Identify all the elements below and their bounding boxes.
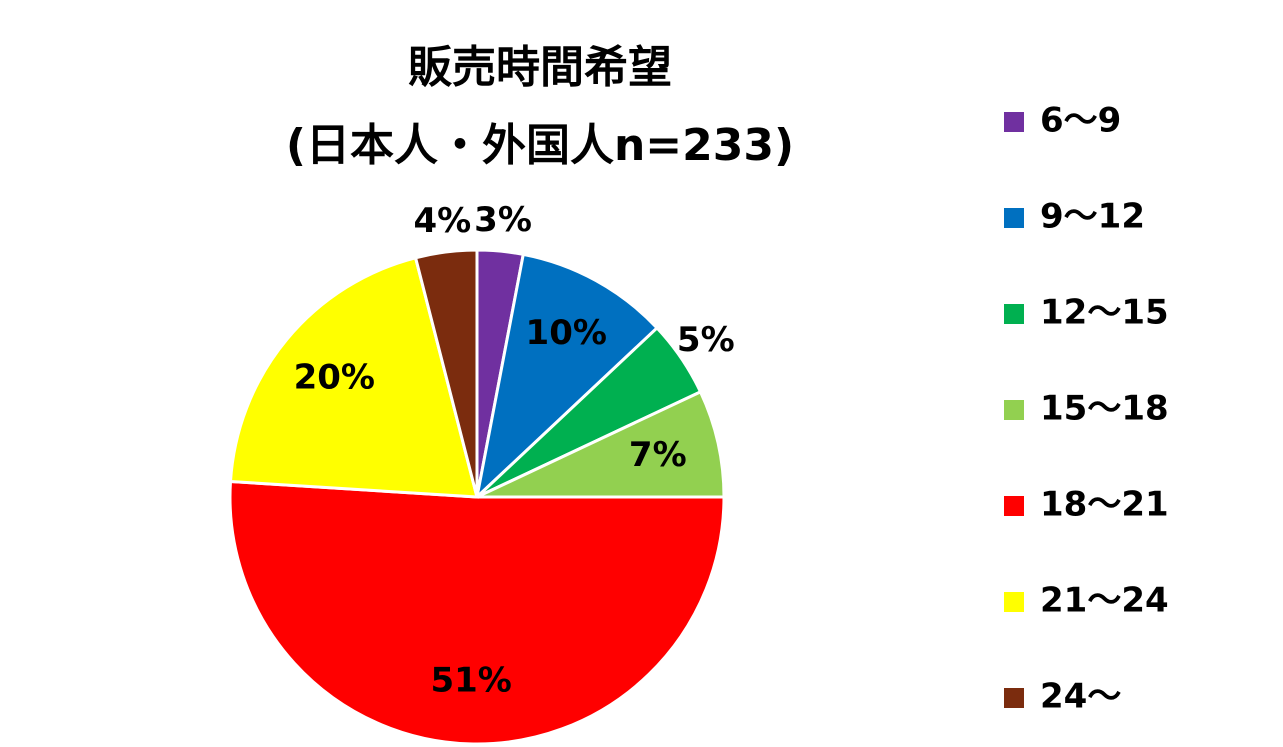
pie-slice — [413, 248, 479, 498]
pie-slice — [476, 389, 726, 499]
legend-swatch — [1004, 112, 1024, 132]
data-label: 10% — [526, 313, 607, 353]
legend-label: 6〜9 — [1040, 101, 1121, 141]
legend-swatch — [1004, 304, 1024, 324]
legend-swatch — [1004, 208, 1024, 228]
pie-slice — [228, 479, 726, 746]
legend-swatch — [1004, 496, 1024, 516]
data-label: 5% — [677, 320, 735, 360]
pie-slice — [474, 252, 660, 502]
chart-title: 販売時間希望 — [408, 42, 672, 93]
legend-label: 15〜18 — [1040, 389, 1169, 429]
legend-swatch — [1004, 592, 1024, 612]
legend-label: 24〜 — [1040, 677, 1121, 717]
data-label: 4% — [413, 201, 471, 241]
legend-swatch — [1004, 688, 1024, 708]
legend-label: 18〜21 — [1040, 485, 1169, 525]
legend-swatch — [1004, 400, 1024, 420]
data-label: 3% — [474, 200, 532, 240]
legend-label: 21〜24 — [1040, 581, 1169, 621]
data-label: 51% — [430, 661, 511, 701]
legend-label: 9〜12 — [1040, 197, 1145, 237]
data-label: 7% — [629, 435, 687, 475]
pie-slice — [228, 255, 479, 499]
data-label: 20% — [294, 357, 375, 397]
legend-label: 12〜15 — [1040, 293, 1169, 333]
chart-subtitle: (日本人・外国人n=233) — [286, 120, 794, 171]
